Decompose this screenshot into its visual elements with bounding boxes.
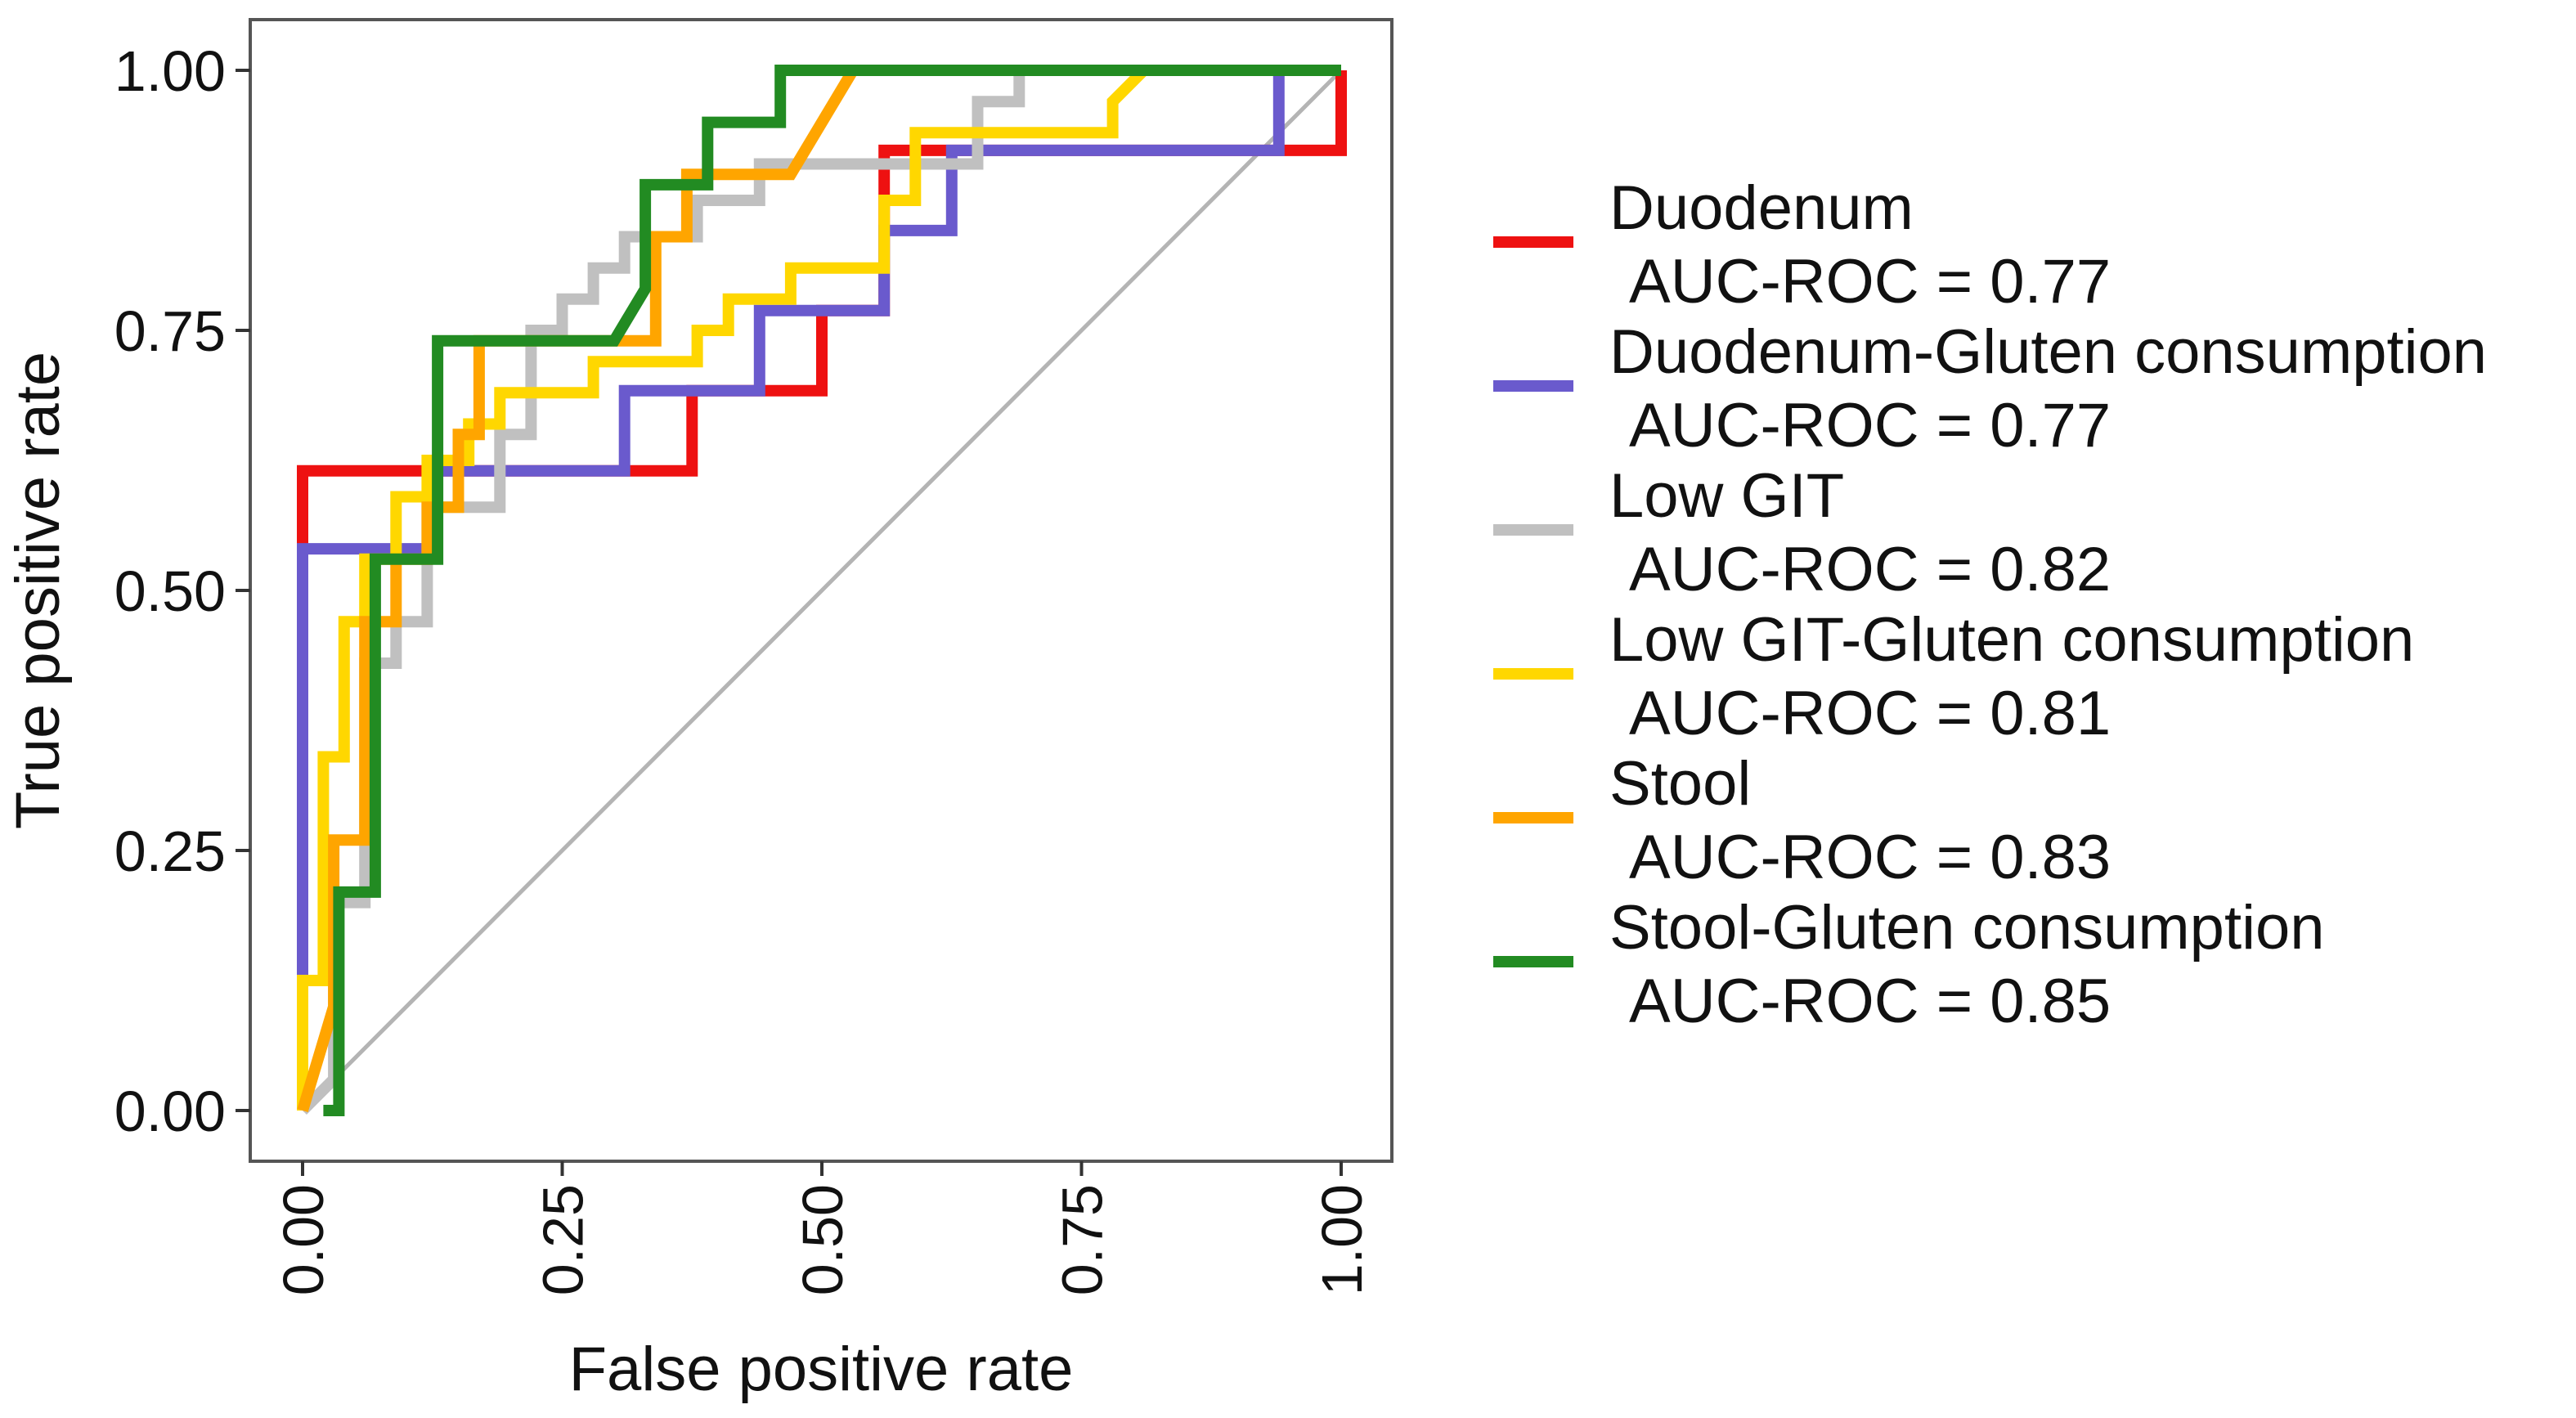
y-tick-label: 0.00 bbox=[114, 1079, 226, 1143]
x-tick-label: 0.25 bbox=[532, 1184, 595, 1295]
legend-auc-label: AUC-ROC = 0.77 bbox=[1629, 391, 2111, 460]
legend-auc-label: AUC-ROC = 0.77 bbox=[1629, 247, 2111, 316]
y-axis-label: True positive rate bbox=[3, 352, 73, 829]
legend-label: Duodenum-Gluten consumption bbox=[1609, 317, 2487, 387]
x-tick-label: 0.50 bbox=[791, 1184, 855, 1295]
y-tick-label: 1.00 bbox=[114, 39, 226, 103]
series-line-stool-gluten-consumption bbox=[323, 65, 1341, 1116]
legend-label: Low GIT bbox=[1609, 461, 1844, 531]
x-tick-label: 0.75 bbox=[1051, 1184, 1115, 1295]
legend-auc-label: AUC-ROC = 0.81 bbox=[1629, 679, 2111, 748]
legend-auc-label: AUC-ROC = 0.82 bbox=[1629, 535, 2111, 604]
legend-label: Stool bbox=[1609, 749, 1751, 819]
legend-label: Stool-Gluten consumption bbox=[1609, 893, 2324, 963]
y-tick-label: 0.75 bbox=[114, 299, 226, 363]
y-tick-label: 0.50 bbox=[114, 559, 226, 623]
x-tick-label: 1.00 bbox=[1310, 1184, 1374, 1295]
diagonal-reference-line bbox=[301, 69, 1343, 1112]
series-line-stool bbox=[297, 65, 1341, 1113]
legend-auc-label: AUC-ROC = 0.83 bbox=[1629, 823, 2111, 892]
y-tick-label: 0.25 bbox=[114, 819, 226, 883]
legend-auc-label: AUC-ROC = 0.85 bbox=[1629, 967, 2111, 1036]
x-tick-label: 0.00 bbox=[272, 1184, 335, 1295]
series-line-low-git-gluten-consumption bbox=[297, 65, 1341, 1111]
x-axis-label: False positive rate bbox=[569, 1335, 1074, 1404]
legend-label: Duodenum bbox=[1609, 173, 1914, 243]
legend-label: Low GIT-Gluten consumption bbox=[1609, 605, 2414, 675]
